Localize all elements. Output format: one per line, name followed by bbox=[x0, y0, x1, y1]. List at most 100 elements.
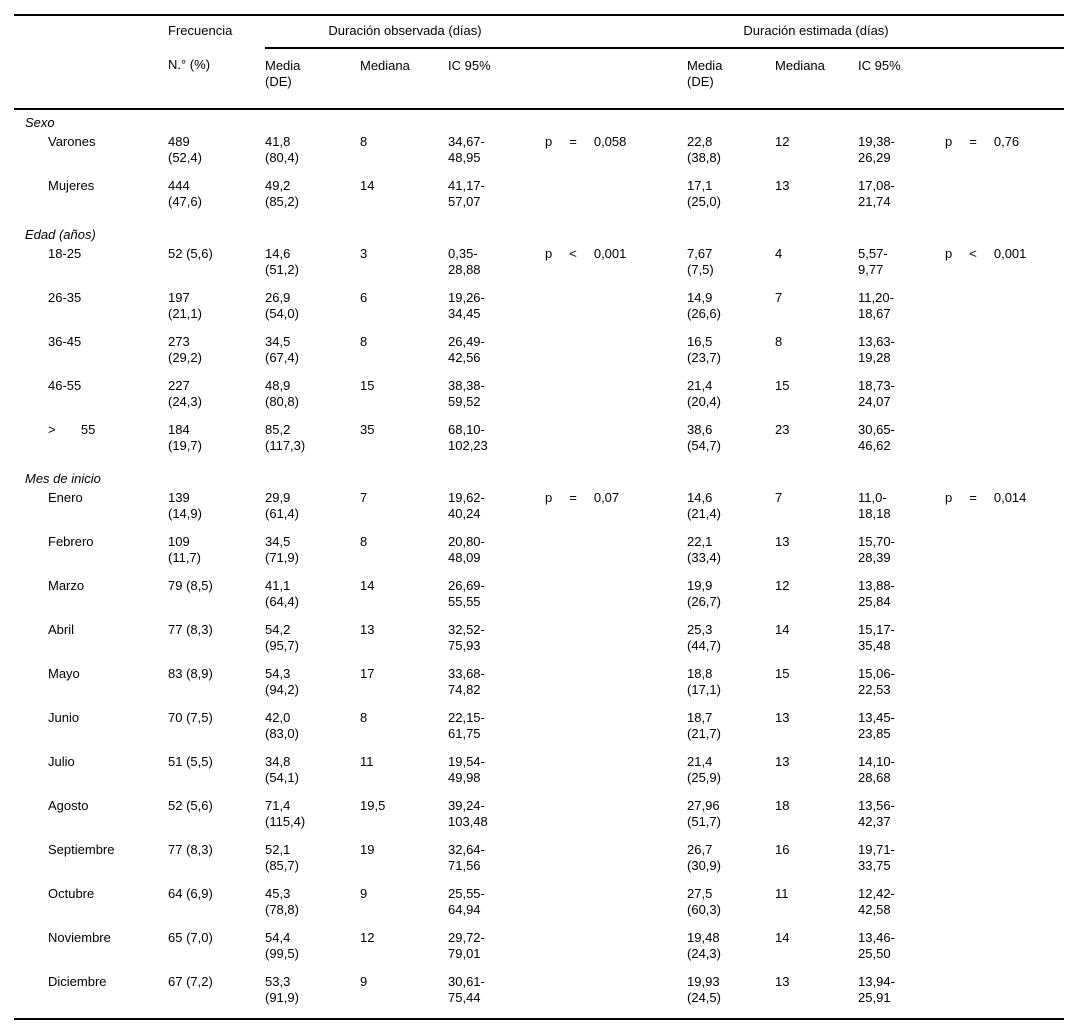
estimated-media-cell: 21,4 (25,9) bbox=[687, 754, 721, 785]
table-row: Octubre 64 (6,9) 45,3 (78,8) 9 25,55- 64,94 2… bbox=[14, 886, 1064, 930]
n-pct-cell: 77 (8,3) bbox=[168, 622, 213, 637]
header-observed-ic95: IC 95% bbox=[448, 48, 546, 110]
estimated-media-cell: 27,5 (60,3) bbox=[687, 886, 721, 917]
observed-ic95-cell: 41,17- 57,07 bbox=[448, 178, 485, 209]
n-pct-cell: 273 (29,2) bbox=[168, 334, 202, 365]
estimated-media-cell: 38,6 (54,7) bbox=[687, 422, 721, 453]
estimated-ic95-cell: 13,45- 23,85 bbox=[858, 710, 895, 741]
n-pct-cell: 83 (8,9) bbox=[168, 666, 213, 681]
observed-mediana-cell: 9 bbox=[360, 974, 368, 989]
row-label: Agosto bbox=[48, 798, 89, 813]
estimated-media-cell: 21,4 (20,4) bbox=[687, 378, 721, 409]
observed-mediana-cell: 6 bbox=[360, 290, 368, 305]
estimated-mediana-cell: 13 bbox=[775, 974, 790, 989]
observed-ic95-cell: 19,54- 49,98 bbox=[448, 754, 485, 785]
estimated-ic95-cell: 13,63- 19,28 bbox=[858, 334, 895, 365]
observed-p-cell bbox=[545, 886, 687, 930]
n-pct-cell: 79 (8,5) bbox=[168, 578, 213, 593]
observed-p-cell: p <0,001 bbox=[545, 246, 687, 290]
estimated-ic95-cell: 19,38- 26,29 bbox=[858, 134, 895, 165]
n-pct-cell: 51 (5,5) bbox=[168, 754, 213, 769]
estimated-media-cell: 19,9 (26,7) bbox=[687, 578, 721, 609]
p-op: = bbox=[569, 490, 577, 505]
estimated-p-cell bbox=[945, 578, 1064, 622]
table-row: 36-45 273 (29,2) 34,5 (67,4) 8 26,49- 42,56 1… bbox=[14, 334, 1064, 378]
observed-p-cell bbox=[545, 422, 687, 466]
table-row: Febrero 109 (11,7) 34,5 (71,9) 8 20,80- 48,0… bbox=[14, 534, 1064, 578]
estimated-media-cell: 22,8 (38,8) bbox=[687, 134, 721, 165]
estimated-mediana-cell: 15 bbox=[775, 666, 790, 681]
header-spacer-observed-p-2 bbox=[545, 48, 688, 110]
observed-mediana-cell: 3 bbox=[360, 246, 368, 261]
observed-p-cell bbox=[545, 334, 687, 378]
row-label: Mayo bbox=[48, 666, 80, 681]
observed-ic95-cell: 19,26- 34,45 bbox=[448, 290, 485, 321]
estimated-p-cell bbox=[945, 930, 1064, 974]
observed-media-cell: 41,1 (64,4) bbox=[265, 578, 299, 609]
observed-ic95-cell: 32,64- 71,56 bbox=[448, 842, 485, 873]
p-op: < bbox=[569, 246, 577, 261]
estimated-ic95-cell: 30,65- 46,62 bbox=[858, 422, 895, 453]
observed-media-cell: 41,8 (80,4) bbox=[265, 134, 299, 165]
observed-media-cell: 71,4 (115,4) bbox=[265, 798, 306, 829]
observed-mediana-cell: 12 bbox=[360, 930, 375, 945]
observed-ic95-cell: 29,72- 79,01 bbox=[448, 930, 485, 961]
estimated-mediana-cell: 13 bbox=[775, 754, 790, 769]
observed-p-cell bbox=[545, 930, 687, 974]
observed-mediana-cell: 13 bbox=[360, 622, 375, 637]
estimated-media-cell: 22,1 (33,4) bbox=[687, 534, 721, 565]
estimated-mediana-cell: 13 bbox=[775, 534, 790, 549]
observed-ic95-cell: 39,24- 103,48 bbox=[448, 798, 488, 829]
p-op: = bbox=[969, 134, 977, 149]
observed-ic95-cell: 32,52- 75,93 bbox=[448, 622, 485, 653]
observed-ic95-cell: 20,80- 48,09 bbox=[448, 534, 485, 565]
row-label: Octubre bbox=[48, 886, 95, 901]
observed-p-cell bbox=[545, 754, 687, 798]
observed-media-cell: 42,0 (83,0) bbox=[265, 710, 299, 741]
n-pct-cell: 64 (6,9) bbox=[168, 886, 213, 901]
estimated-p-cell bbox=[945, 622, 1064, 666]
p-sym: p bbox=[545, 134, 553, 149]
estimated-mediana-cell: 15 bbox=[775, 378, 790, 393]
table-row: Diciembre 67 (7,2) 53,3 (91,9) 9 30,61- 75,4… bbox=[14, 974, 1064, 1019]
table-row: 18-25 52 (5,6) 14,6 (51,2) 3 0,35- 28,88 p <0,… bbox=[14, 246, 1064, 290]
row-label: Septiembre bbox=[48, 842, 115, 857]
estimated-mediana-cell: 11 bbox=[775, 886, 789, 901]
n-pct-cell: 184 (19,7) bbox=[168, 422, 202, 453]
estimated-mediana-cell: 14 bbox=[775, 930, 790, 945]
header-estimated-media-de: Media (DE) bbox=[687, 48, 776, 110]
p-op: = bbox=[569, 134, 577, 149]
n-pct-cell: 52 (5,6) bbox=[168, 798, 213, 813]
estimated-media-cell: 7,67 (7,5) bbox=[687, 246, 714, 277]
table-row: Agosto 52 (5,6) 71,4 (115,4) 19,5 39,24- 103… bbox=[14, 798, 1064, 842]
estimated-p-cell bbox=[945, 334, 1064, 378]
estimated-p-cell bbox=[945, 378, 1064, 422]
table-row: Septiembre 77 (8,3) 52,1 (85,7) 19 32,64- 71… bbox=[14, 842, 1064, 886]
observed-ic95-cell: 19,62- 40,24 bbox=[448, 490, 485, 521]
observed-media-cell: 14,6 (51,2) bbox=[265, 246, 299, 277]
section-row: Edad (años) bbox=[14, 222, 1064, 246]
estimated-media-cell: 27,96 (51,7) bbox=[687, 798, 721, 829]
header-n-pct: N.° (%) bbox=[168, 48, 265, 110]
observed-media-cell: 26,9 (54,0) bbox=[265, 290, 299, 321]
estimated-mediana-cell: 12 bbox=[775, 134, 790, 149]
row-label: Diciembre bbox=[48, 974, 107, 989]
estimated-p-cell bbox=[945, 710, 1064, 754]
observed-media-cell: 34,8 (54,1) bbox=[265, 754, 299, 785]
header-frecuencia: Frecuencia bbox=[168, 23, 233, 38]
observed-p-cell bbox=[545, 842, 687, 886]
estimated-media-cell: 17,1 (25,0) bbox=[687, 178, 721, 209]
observed-ic95-cell: 0,35- 28,88 bbox=[448, 246, 481, 277]
row-label: 26-35 bbox=[48, 290, 82, 305]
n-pct-cell: 67 (7,2) bbox=[168, 974, 213, 989]
row-label: 36-45 bbox=[48, 334, 82, 349]
n-pct-cell: 444 (47,6) bbox=[168, 178, 202, 209]
estimated-mediana-cell: 23 bbox=[775, 422, 790, 437]
results-table: Frecuencia Duración observada (días) Dur… bbox=[14, 14, 1065, 1020]
header-spacer-label bbox=[14, 15, 168, 48]
observed-ic95-cell: 22,15- 61,75 bbox=[448, 710, 485, 741]
estimated-p-cell bbox=[945, 534, 1064, 578]
header-observed-media-de: Media (DE) bbox=[265, 48, 360, 110]
table-header: Frecuencia Duración observada (días) Dur… bbox=[14, 15, 1065, 110]
observed-p-cell bbox=[545, 974, 687, 1019]
